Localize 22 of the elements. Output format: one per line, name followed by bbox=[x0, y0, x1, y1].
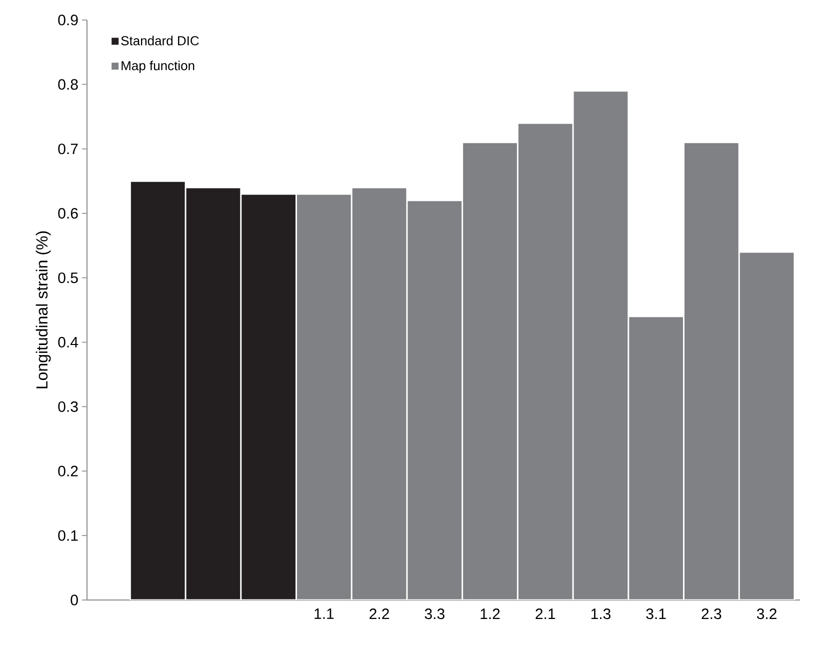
legend-label: Standard DIC bbox=[121, 36, 199, 46]
y-tick-label: 0.2 bbox=[58, 466, 78, 476]
x-tick-label: 1.3 bbox=[591, 608, 610, 620]
x-tick-label: 3.1 bbox=[646, 608, 666, 620]
y-tick-label: 0 bbox=[70, 594, 78, 606]
y-tick-label: 0.6 bbox=[58, 208, 78, 219]
legend-label: Map function bbox=[122, 60, 194, 73]
x-tick-label: 2.3 bbox=[702, 608, 722, 620]
y-tick-label: 0.8 bbox=[58, 79, 78, 90]
y-axis-title: Longitudinal strain (%) bbox=[36, 231, 51, 388]
x-tick-label: 1.1 bbox=[314, 608, 334, 619]
y-tick-label: 0.1 bbox=[58, 530, 78, 541]
x-tick-label: 2.1 bbox=[536, 608, 556, 619]
y-tick-label: 0.9 bbox=[58, 14, 78, 26]
x-tick-label: 3.2 bbox=[756, 608, 776, 620]
y-tick-label: 0.4 bbox=[58, 336, 78, 348]
x-tick-label: 2.2 bbox=[370, 608, 389, 619]
y-tick-label: 0.5 bbox=[58, 272, 78, 284]
x-tick-label: 1.2 bbox=[480, 608, 500, 619]
x-tick-label: 3.3 bbox=[424, 608, 444, 620]
y-tick-label: 0.3 bbox=[58, 401, 78, 412]
y-tick-label: 0.7 bbox=[58, 144, 78, 154]
